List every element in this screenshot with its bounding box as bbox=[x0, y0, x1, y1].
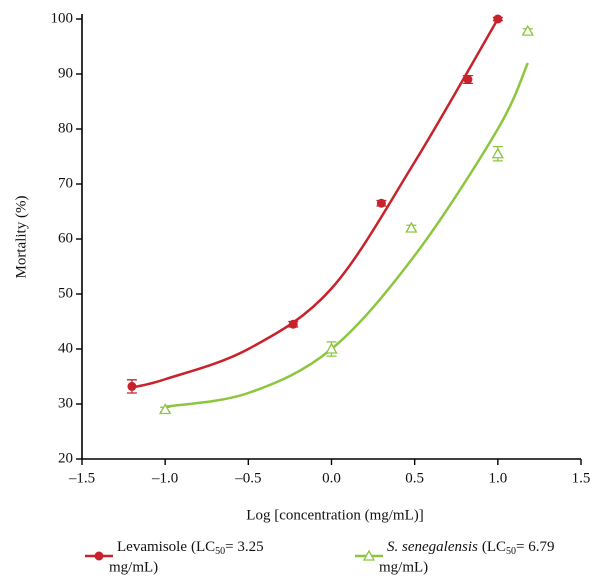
data-point bbox=[94, 551, 104, 561]
legend-text: S. senegalensis bbox=[387, 539, 478, 555]
legend-label: S. senegalensis (LC50= 6.79 bbox=[387, 539, 554, 557]
data-point bbox=[405, 221, 418, 233]
y-tick-label: 90 bbox=[58, 65, 73, 81]
legend-label: Levamisole (LC50= 3.25 bbox=[117, 539, 264, 557]
legend-text: = 3.25 bbox=[225, 539, 263, 555]
legend-text: 50 bbox=[215, 546, 225, 557]
y-tick-label: 50 bbox=[58, 285, 73, 301]
legend-text: (LC bbox=[191, 539, 215, 555]
x-tick-label: 1.5 bbox=[572, 470, 591, 486]
data-point bbox=[362, 549, 376, 561]
x-tick-label: 0.5 bbox=[405, 470, 424, 486]
legend-text: Levamisole bbox=[117, 539, 187, 555]
y-tick-label: 100 bbox=[51, 10, 74, 26]
data-point bbox=[493, 14, 503, 24]
x-tick-label: –0.5 bbox=[234, 470, 261, 486]
y-tick-label: 40 bbox=[58, 340, 73, 356]
legend-text: = 6.79 bbox=[516, 539, 554, 555]
x-tick-label: –1.0 bbox=[151, 470, 178, 486]
legend-text: (LC bbox=[482, 539, 506, 555]
x-axis-title: Log [concentration (mg/mL)] bbox=[246, 507, 423, 523]
data-point bbox=[521, 24, 534, 36]
data-point bbox=[491, 147, 504, 159]
data-point bbox=[325, 342, 338, 354]
fit-curve bbox=[164, 62, 529, 408]
data-point bbox=[159, 403, 172, 415]
fit-curve bbox=[131, 18, 499, 389]
x-tick-label: 1.0 bbox=[488, 470, 507, 486]
y-tick-label: 60 bbox=[58, 230, 73, 246]
legend-label: mg/mL) bbox=[109, 559, 158, 575]
x-tick-label: 0.0 bbox=[322, 470, 341, 486]
legend-text: 50 bbox=[506, 546, 516, 557]
data-point bbox=[463, 75, 473, 84]
y-axis-title: Mortality (%) bbox=[13, 196, 29, 279]
x-tick-label: –1.5 bbox=[68, 470, 95, 486]
y-tick-label: 20 bbox=[58, 450, 73, 466]
data-point bbox=[127, 381, 137, 391]
y-tick-label: 30 bbox=[58, 395, 73, 411]
legend-label: mg/mL) bbox=[379, 559, 428, 575]
data-point bbox=[376, 198, 386, 208]
y-tick-label: 70 bbox=[58, 175, 73, 191]
data-point bbox=[288, 319, 298, 329]
y-tick-label: 80 bbox=[58, 120, 73, 136]
